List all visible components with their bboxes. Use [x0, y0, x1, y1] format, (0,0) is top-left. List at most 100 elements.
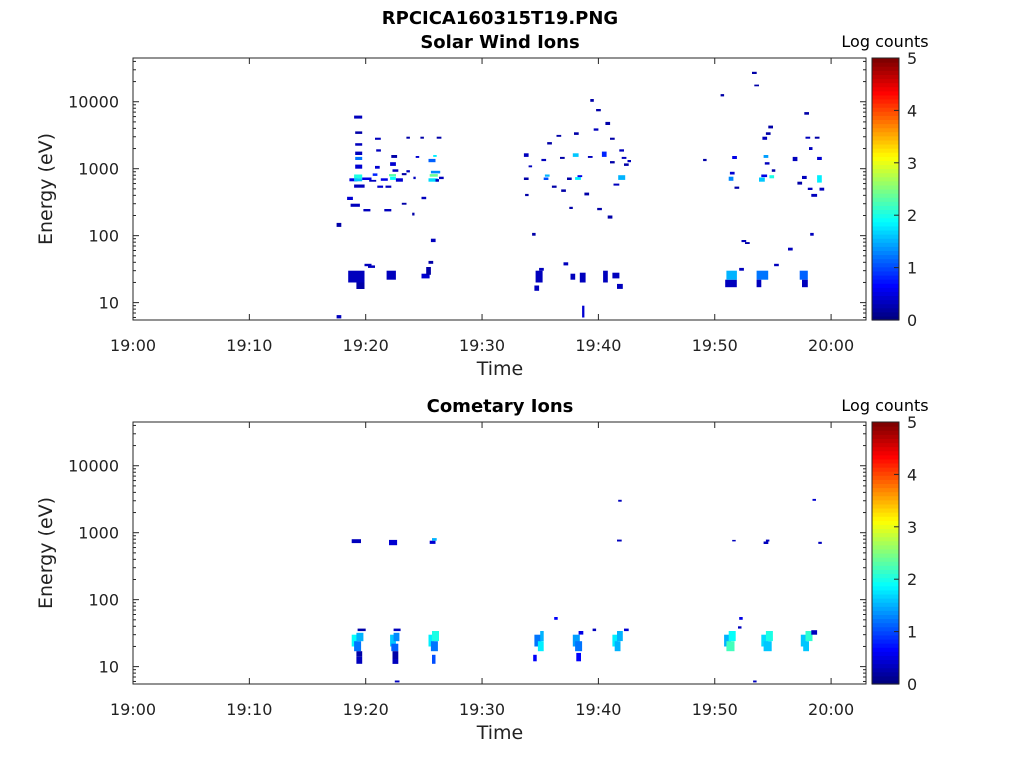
spectrogram-cell: [617, 539, 622, 542]
spectrogram-cell: [554, 617, 558, 620]
colorbar-tick-label: 1: [907, 623, 917, 642]
spectrogram-cell: [617, 631, 623, 642]
spectrogram-cell: [393, 628, 401, 632]
x-tick-label: 19:10: [226, 336, 272, 355]
colorbar-tick-label: 5: [907, 413, 917, 432]
solar-wind-colorbar: 0 1 2 3 4 5: [871, 49, 917, 330]
spectrogram-cell: [812, 498, 816, 501]
colorbar-segment: [872, 663, 899, 669]
spectrogram-cell: [810, 232, 814, 236]
colorbar-segment: [872, 446, 899, 452]
spectrogram-cell: [811, 630, 818, 635]
colorbar-segment: [872, 638, 899, 644]
colorbar-segment: [872, 58, 899, 63]
spectrogram-cell: [336, 315, 342, 319]
colorbar-segment: [872, 115, 899, 120]
spectrogram-cell: [814, 136, 820, 139]
colorbar-segment: [872, 311, 899, 317]
colorbar-segment: [872, 295, 899, 301]
spectrogram-cell: [802, 279, 808, 288]
spectrogram-cell: [432, 654, 436, 664]
spectrogram-cell: [537, 641, 544, 652]
colorbar-segment: [872, 274, 899, 280]
spectrogram-cell: [428, 260, 434, 264]
spectrogram-cell: [612, 634, 619, 647]
spectrogram-cell: [788, 247, 793, 251]
spectrogram-cell: [624, 628, 629, 632]
spectrogram-cell: [420, 136, 424, 139]
colorbar-segment: [872, 450, 899, 456]
spectrogram-cell: [752, 71, 757, 74]
x-tick-label: 19:00: [110, 336, 156, 355]
colorbar-segment: [872, 184, 899, 190]
cometary-plot-frame: [132, 421, 867, 685]
colorbar-tick-label: 2: [907, 570, 917, 589]
solar-wind-x-axis: 19:00 19:10 19:20 19:30 19:40 19:50 20:00: [110, 58, 854, 355]
colorbar-segment: [872, 667, 899, 673]
colorbar-segment: [872, 438, 899, 444]
colorbar-segment: [872, 242, 899, 247]
colorbar-segment: [872, 655, 899, 661]
spectrogram-cell: [432, 538, 437, 541]
y-tick-label: 10000: [68, 457, 119, 476]
x-tick-label: 19:40: [575, 336, 621, 355]
spectrogram-cell: [817, 156, 822, 160]
colorbar-segment: [872, 197, 899, 202]
colorbar-segment: [872, 520, 899, 525]
colorbar-segment: [872, 62, 899, 67]
spectrogram-cell: [582, 305, 585, 318]
colorbar-segment: [872, 303, 899, 309]
spectrogram-cell: [428, 634, 435, 647]
spectrogram-cell: [624, 163, 629, 166]
spectrogram-cell: [435, 179, 439, 182]
colorbar-segment: [872, 148, 899, 153]
colorbar-segment: [872, 634, 899, 640]
colorbar-segment: [872, 262, 899, 268]
spectrogram-cell: [415, 156, 420, 158]
spectrogram-cell: [547, 142, 552, 145]
spectrogram-cell: [592, 628, 597, 632]
colorbar-frame: [871, 57, 900, 321]
spectrogram-cell: [809, 147, 813, 150]
spectrogram-cell: [364, 263, 372, 267]
spectrogram-cell: [593, 128, 599, 131]
colorbar-segment: [872, 168, 899, 174]
spectrogram-cell: [574, 132, 579, 135]
spectrogram-cell: [391, 155, 398, 158]
y-tick-label: 10: [99, 658, 119, 677]
colorbar-segment: [872, 610, 899, 615]
y-tick-label: 1000: [78, 160, 119, 179]
colorbar-segment: [872, 213, 899, 219]
x-tick-label: 19:20: [343, 336, 389, 355]
colorbar-segment: [872, 479, 899, 484]
colorbar-segment: [872, 561, 899, 566]
spectrogram-cell: [734, 186, 740, 189]
spectrogram-cell: [394, 680, 400, 683]
y-tick-label: 10000: [68, 93, 119, 112]
x-tick-label: 19:10: [226, 700, 272, 719]
colorbar-segment: [872, 160, 899, 166]
colorbar-segment: [872, 544, 899, 550]
x-tick-label: 19:30: [459, 700, 505, 719]
panel-title-cometary: Cometary Ions: [427, 396, 574, 417]
colorbar-segment: [872, 606, 899, 611]
spectrogram-cell: [421, 273, 430, 279]
spectrogram-cell: [429, 540, 436, 544]
spectrogram-cell: [618, 499, 622, 502]
x-tick-label: 19:20: [343, 700, 389, 719]
colorbar-segment: [872, 193, 899, 198]
spectrogram-cell: [607, 215, 613, 219]
colorbar-segment: [872, 581, 899, 587]
spectrogram-cell: [732, 156, 737, 159]
spectrogram-cell: [605, 121, 611, 125]
spectrogram-cell: [430, 641, 438, 652]
spectrogram-cell: [375, 137, 381, 140]
spectrogram-cell: [617, 283, 623, 289]
spectrogram-cell: [355, 131, 363, 134]
spectrogram-cell: [354, 184, 365, 188]
spectrogram-cell: [621, 156, 627, 159]
solar-wind-x-label: Time: [476, 358, 524, 380]
spectrogram-cell: [765, 631, 773, 642]
colorbar-segment: [872, 643, 899, 648]
spectrogram-cell: [759, 177, 765, 182]
